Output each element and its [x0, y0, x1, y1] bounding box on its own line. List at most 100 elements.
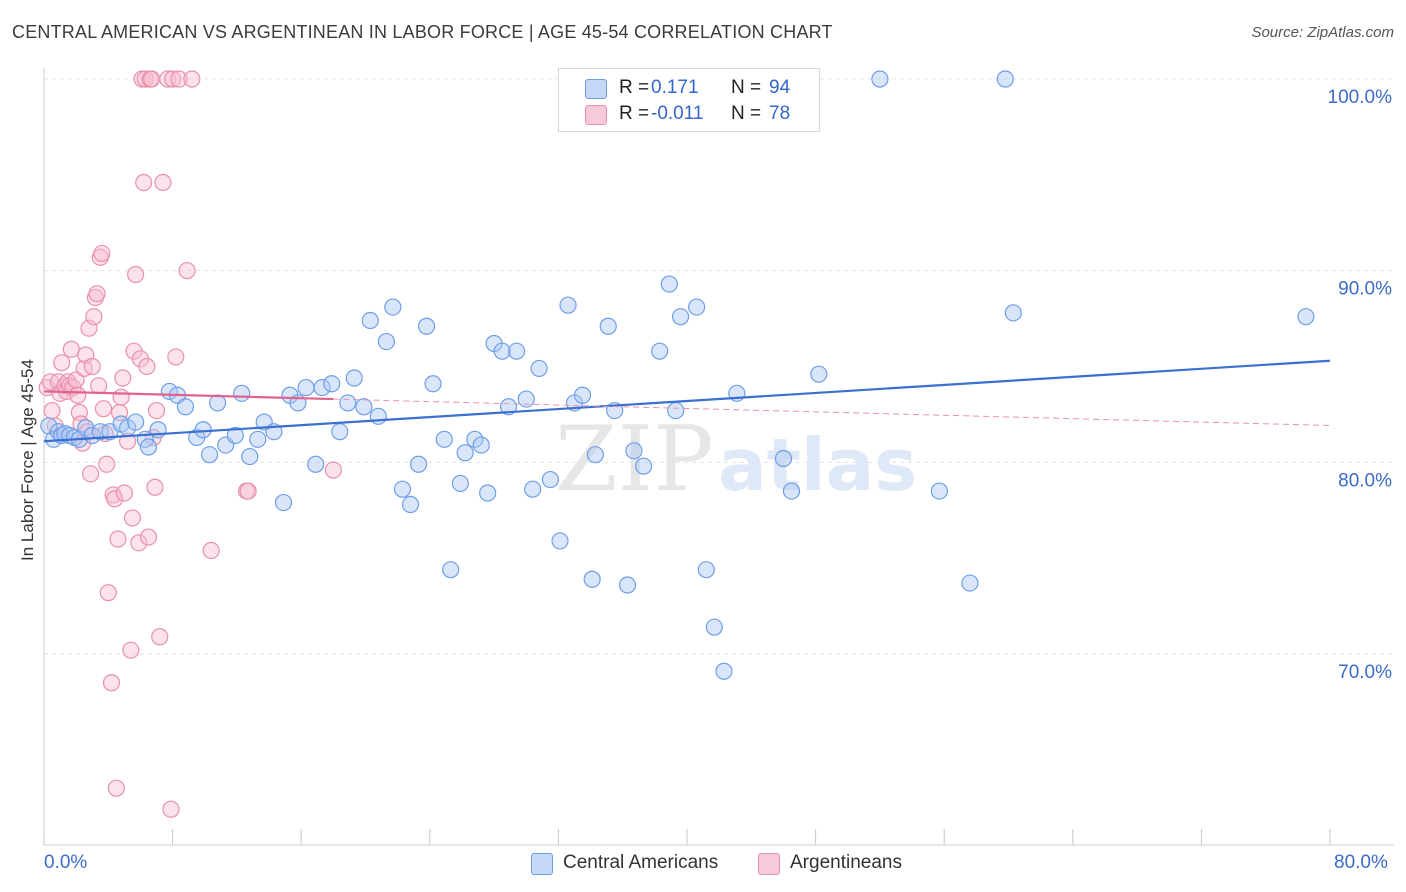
central-american-point: [625, 442, 643, 460]
argentinean-point: [122, 641, 140, 659]
y-tick-label: 70.0%: [1338, 662, 1392, 683]
central-american-point: [524, 480, 542, 498]
central-american-point: [541, 470, 559, 489]
central-american-point: [499, 398, 518, 416]
central-american-point: [127, 413, 145, 431]
argentinean-point: [167, 348, 185, 366]
legend-n-label: N =: [731, 103, 762, 124]
central-american-point: [456, 444, 474, 462]
central-american-point: [1004, 304, 1022, 322]
argentinean-point: [170, 70, 188, 88]
central-american-point: [530, 359, 548, 378]
central-american-point: [671, 308, 690, 326]
legend-swatch-blue: [531, 853, 553, 875]
central-american-point: [417, 317, 436, 335]
central-american-point: [573, 386, 592, 404]
argentinean-point: [94, 400, 113, 418]
central-american-point: [634, 457, 653, 475]
argentinean-point: [98, 455, 116, 473]
central-american-point: [339, 394, 357, 412]
argentinean-point: [82, 465, 100, 483]
x-tick-min: 0.0%: [44, 852, 88, 873]
central-american-point: [551, 532, 569, 550]
central-american-point: [274, 493, 293, 512]
argentinean-point: [115, 484, 133, 502]
y-tick-label: 100.0%: [1328, 87, 1393, 108]
legend-r-value: -0.011: [651, 103, 704, 124]
argentinean-point: [90, 377, 108, 395]
central-american-point: [774, 449, 793, 468]
watermark-zip: ZIP: [555, 407, 714, 512]
argentinean-point: [53, 354, 71, 372]
central-american-point: [996, 70, 1014, 88]
central-american-point: [508, 342, 526, 360]
argentinean-point: [239, 482, 257, 500]
argentinean-point: [139, 528, 158, 546]
central-american-point: [393, 480, 412, 498]
argentinean-point: [154, 173, 172, 192]
central-american-point: [361, 311, 379, 330]
legend-n-label: N =: [731, 77, 762, 98]
central-american-point: [384, 298, 402, 316]
argentinean-point: [69, 386, 87, 404]
argentinean-point: [106, 490, 124, 508]
central-american-point: [200, 446, 219, 464]
gridlines: [44, 78, 1394, 655]
central-american-point: [559, 296, 577, 314]
central-american-point: [705, 618, 723, 636]
central-americans-points: [40, 70, 1315, 680]
central-american-point: [442, 561, 460, 579]
source-label: Source: ZipAtlas.com: [1251, 24, 1394, 41]
central-american-point: [667, 401, 685, 420]
central-american-point: [226, 426, 244, 445]
central-american-point: [377, 332, 395, 351]
watermark-atlas: atlas: [718, 423, 917, 507]
legend-r-label: R =: [619, 77, 650, 98]
argentinean-point: [43, 401, 61, 420]
legend-r-label: R =: [619, 103, 650, 124]
argentinean-point: [146, 478, 164, 496]
chart-title: CENTRAL AMERICAN VS ARGENTINEAN IN LABOR…: [12, 22, 833, 42]
legend-series-name: Central Americans: [563, 852, 719, 873]
central-american-point: [401, 495, 420, 514]
legend-n-value: 78: [769, 103, 791, 124]
legend-swatch-blue: [585, 79, 607, 99]
central-american-point: [323, 375, 341, 393]
central-american-point: [688, 298, 706, 316]
central-american-point: [1297, 308, 1315, 326]
argentinean-point: [85, 308, 103, 326]
argentinean-point: [114, 369, 132, 387]
central-american-point: [313, 378, 331, 397]
central-american-point: [209, 394, 227, 412]
central-american-point: [493, 342, 511, 360]
trend-line-argentineans-extension: [333, 398, 1331, 426]
legend-swatch-pink: [758, 853, 780, 875]
trend-lines: [43, 359, 1331, 443]
legend-n-value: 94: [769, 77, 791, 98]
central-american-point: [176, 398, 195, 416]
central-american-point: [479, 484, 497, 502]
legend-series-name: Argentineans: [790, 852, 902, 873]
central-american-point: [355, 398, 373, 416]
central-american-point: [307, 455, 325, 473]
argentinean-point: [324, 461, 342, 479]
central-american-point: [599, 317, 617, 335]
argentinean-point: [138, 357, 156, 376]
trend-line-central-americans: [43, 359, 1331, 443]
central-american-point: [139, 438, 158, 456]
central-american-point: [424, 375, 442, 393]
central-american-point: [466, 430, 484, 448]
central-american-point: [961, 574, 979, 592]
central-american-point: [697, 561, 715, 579]
argentinean-point: [162, 800, 180, 818]
central-american-point: [40, 417, 58, 435]
x-tick-max: 80.0%: [1334, 852, 1388, 873]
central-american-point: [583, 570, 601, 588]
central-american-point: [241, 447, 259, 466]
correlation-legend: R = 0.171 N = 94 R = -0.011 N = 78: [558, 68, 820, 132]
argentinean-point: [102, 674, 121, 692]
central-american-point: [618, 576, 637, 594]
argentinean-point: [164, 70, 182, 88]
central-american-point: [435, 430, 453, 448]
argentinean-point: [178, 262, 196, 280]
